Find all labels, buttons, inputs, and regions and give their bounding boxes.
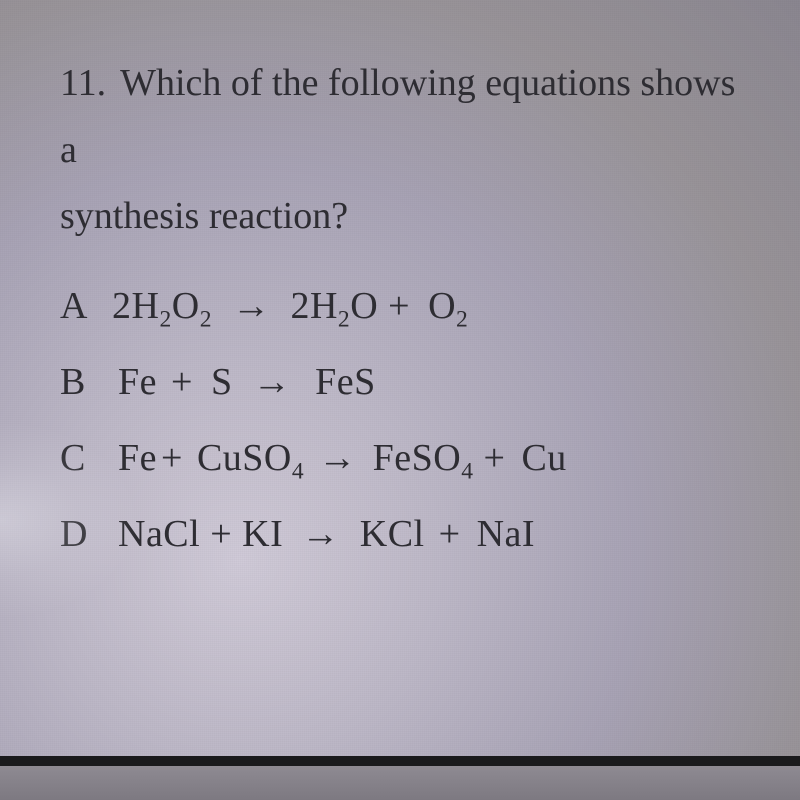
option-row: A2H2O2→2H2O+O2 — [60, 268, 740, 344]
option-row: CFe+CuSO4→FeSO4+Cu — [60, 420, 740, 496]
option-row: BFe + S → FeS — [60, 344, 740, 420]
arrow-icon: → — [318, 420, 357, 496]
eq-subscript: 2 — [338, 306, 350, 332]
chemical-equation: Fe + S → FeS — [112, 344, 376, 420]
eq-text: CuSO — [197, 437, 292, 479]
eq-subscript: 2 — [456, 306, 468, 332]
question-line-2: synthesis reaction? — [60, 195, 348, 237]
question-text: 11.Which of the following equations show… — [60, 50, 740, 250]
option-letter: A — [60, 268, 112, 344]
option-letter: C — [60, 420, 112, 496]
question-line-1: Which of the following equations shows a — [60, 62, 735, 171]
eq-subscript: 2 — [200, 306, 212, 332]
eq-text: 2H — [290, 285, 337, 327]
eq-subscript: 4 — [461, 458, 473, 484]
eq-text: + — [439, 513, 461, 555]
chemical-equation: NaCl+KI→KCl+NaI — [112, 496, 535, 572]
eq-text: O — [350, 285, 378, 327]
eq-text: Cu — [521, 437, 566, 479]
chemical-equation: 2H2O2→2H2O+O2 — [112, 268, 468, 344]
eq-text: KI — [242, 513, 283, 555]
eq-text: Fe — [118, 361, 157, 403]
bottom-fade-region — [0, 766, 800, 800]
arrow-icon: → — [232, 268, 271, 344]
eq-text: S — [211, 361, 233, 403]
eq-text: O — [172, 285, 200, 327]
eq-text: FeS — [315, 361, 376, 403]
eq-text: + — [171, 361, 193, 403]
eq-text: O — [428, 285, 456, 327]
answer-options: A2H2O2→2H2O+O2BFe+S→FeSCFe+CuSO4→FeSO4+C… — [60, 268, 740, 572]
eq-text: KCl — [360, 513, 425, 555]
bottom-divider-bar — [0, 756, 800, 766]
eq-text: + — [388, 285, 410, 327]
eq-subscript: 4 — [292, 458, 304, 484]
eq-text: Fe — [118, 437, 157, 479]
option-row: DNaCl+KI→KCl+NaI — [60, 496, 740, 572]
worksheet-page: 11.Which of the following equations show… — [0, 0, 800, 800]
arrow-icon: → — [253, 344, 292, 420]
arrow-icon: → — [301, 496, 340, 572]
eq-text: NaI — [477, 513, 535, 555]
eq-text: 2H — [112, 285, 159, 327]
eq-text: + — [210, 513, 232, 555]
eq-text: + — [484, 437, 506, 479]
eq-text: FeSO — [373, 437, 462, 479]
option-letter: B — [60, 344, 112, 420]
eq-text: + — [161, 437, 183, 479]
question-number: 11. — [60, 62, 106, 104]
option-letter: D — [60, 496, 112, 572]
eq-subscript: 2 — [159, 306, 171, 332]
chemical-equation: Fe+CuSO4→FeSO4+Cu — [112, 420, 567, 496]
eq-text: NaCl — [118, 513, 200, 555]
